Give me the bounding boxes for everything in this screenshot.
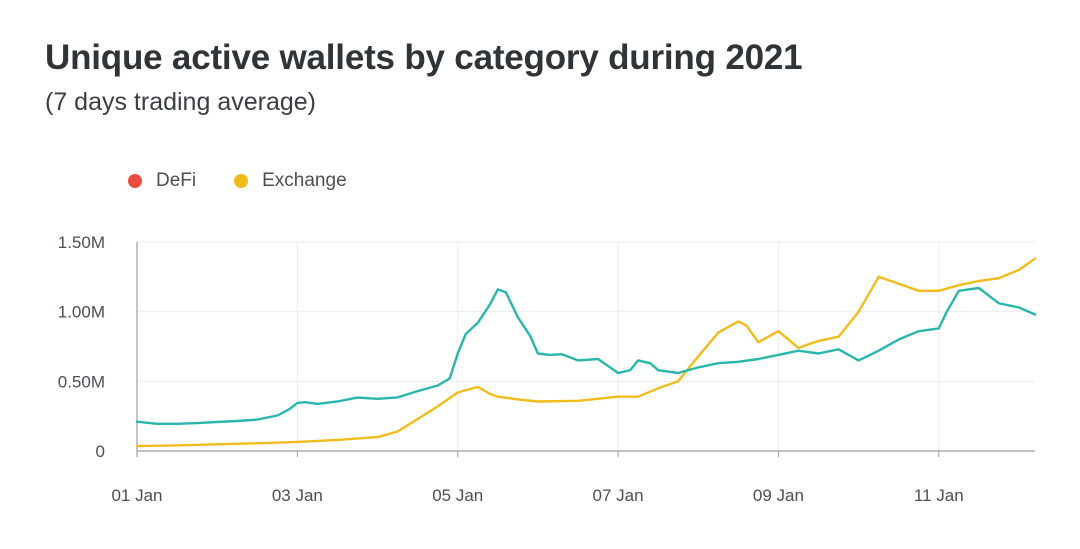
- x-tick-label: 01 Jan: [111, 486, 162, 505]
- series-line-exchange: [135, 257, 1037, 448]
- legend-label-defi: DeFi: [156, 170, 197, 191]
- x-tick-label: 11 Jan: [914, 486, 964, 505]
- legend-item-defi[interactable]: DeFi: [128, 170, 196, 192]
- x-tick-label: 09 Jan: [753, 486, 804, 505]
- legend-item-exchange[interactable]: Exchange: [234, 170, 347, 192]
- legend-label-exchange: Exchange: [262, 170, 347, 191]
- y-tick-label: 0.50M: [58, 372, 105, 391]
- x-tick-label: 03 Jan: [272, 486, 323, 505]
- legend-marker-defi: [128, 174, 142, 188]
- chart-legend: DeFi Exchange: [128, 170, 347, 192]
- x-tick-label: 07 Jan: [593, 486, 644, 505]
- legend-marker-exchange: [234, 174, 249, 188]
- y-tick-label: 1.00M: [58, 303, 105, 322]
- y-tick-label: 1.50M: [58, 233, 105, 252]
- series-line-defi: [135, 286, 1037, 425]
- x-tick-label: 05 Jan: [432, 486, 483, 505]
- chart-subtitle: (7 days trading average): [45, 88, 316, 116]
- y-tick-label: 0: [96, 442, 105, 461]
- chart-title: Unique active wallets by category during…: [45, 38, 803, 77]
